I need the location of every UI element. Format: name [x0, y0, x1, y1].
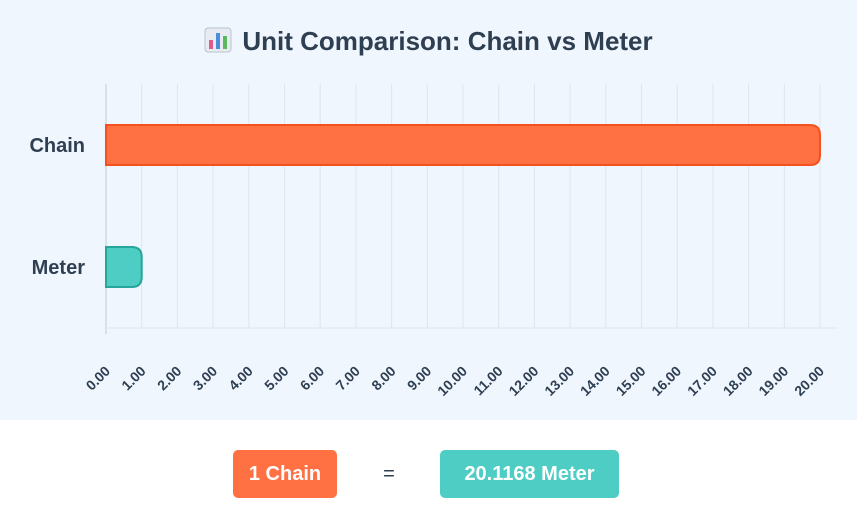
x-tick-label: 17.00: [684, 363, 720, 399]
x-tick-label: 16.00: [648, 363, 684, 399]
x-tick-label: 7.00: [332, 363, 363, 394]
bar-meter: [105, 246, 143, 288]
chart-title-text: Unit Comparison: Chain vs Meter: [242, 26, 653, 56]
conversion-result: 1 Chain = 20.1168 Meter: [0, 450, 857, 498]
x-tick-label: 18.00: [720, 363, 756, 399]
chart-canvas: Chain Meter 0.00 1.00 2.00 3.00 4.00 5.00 6.00 7.…: [29, 84, 838, 399]
x-tick-label: 10.00: [434, 363, 470, 399]
x-tick-label: 3.00: [190, 363, 221, 394]
x-tick-label: 12.00: [505, 363, 541, 399]
bar-chain: [105, 124, 821, 166]
from-unit-badge: 1 Chain: [233, 450, 337, 498]
bar-chart-icon: [204, 27, 232, 60]
x-tick-label: 4.00: [225, 363, 256, 394]
x-tick-label: 9.00: [404, 363, 435, 394]
x-tick-label: 8.00: [368, 363, 399, 394]
to-unit-badge: 20.1168 Meter: [440, 450, 619, 498]
chart-panel: Chain Meter 0.00 1.00 2.00 3.00 4.00 5.00 6.00 7.…: [0, 0, 857, 420]
x-tick-label: 2.00: [154, 363, 185, 394]
x-tick-label: 5.00: [261, 363, 292, 394]
category-label: Chain: [29, 135, 85, 157]
x-tick-label: 14.00: [577, 363, 613, 399]
x-tick-label: 11.00: [470, 363, 506, 399]
x-tick-label: 19.00: [755, 363, 791, 399]
x-tick-label: 1.00: [118, 363, 149, 394]
x-tick-label: 20.00: [791, 363, 827, 399]
x-tick-label: 13.00: [541, 363, 577, 399]
x-tick-label: 0.00: [83, 363, 114, 394]
x-tick-label: 6.00: [297, 363, 328, 394]
x-tick-label: 15.00: [613, 363, 649, 399]
chart-title: Unit Comparison: Chain vs Meter: [0, 26, 857, 60]
category-label: Meter: [32, 257, 86, 279]
equals-sign: =: [383, 463, 395, 485]
